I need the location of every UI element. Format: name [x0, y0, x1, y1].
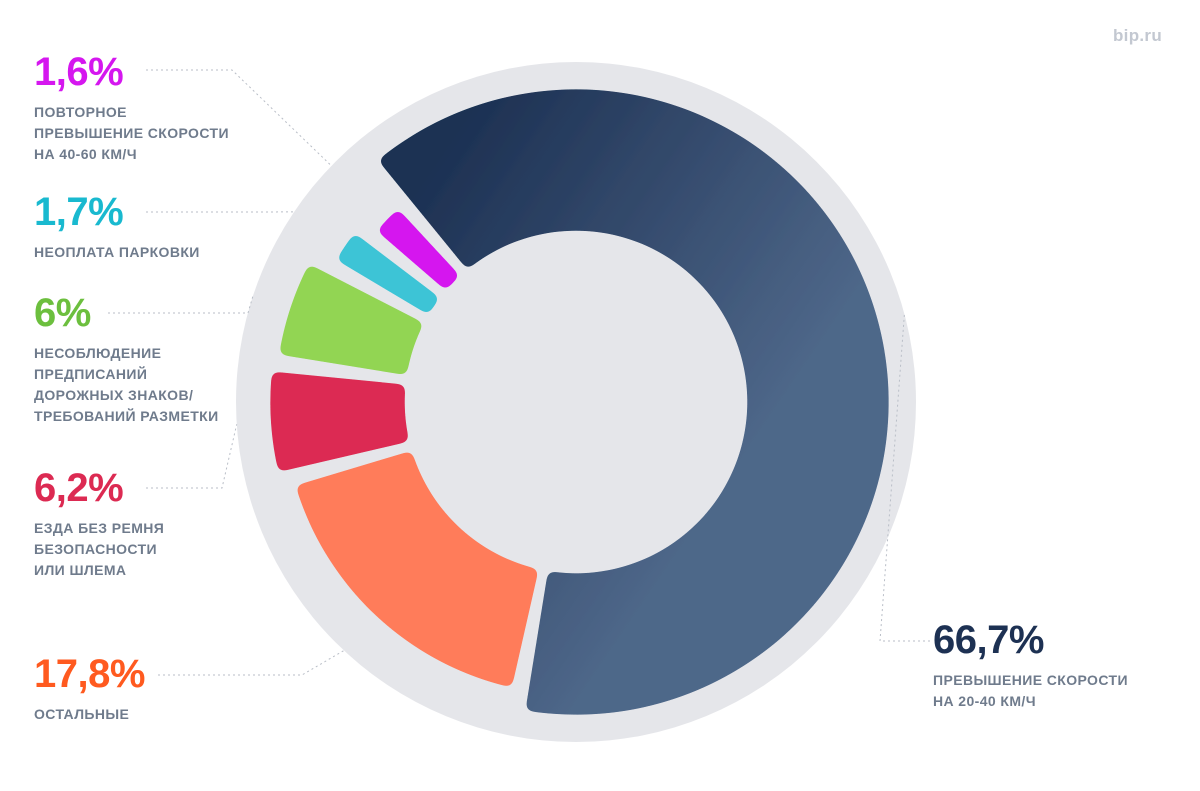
- donut-slices: [271, 90, 888, 715]
- leader-line-signs: [108, 295, 254, 314]
- slice-signs: [279, 264, 424, 375]
- leader-line-belt: [146, 424, 238, 489]
- label-parking-percent: 1,7%: [34, 190, 124, 234]
- label-road-signs: 6% НЕСОБЛЮДЕНИЕ ПРЕДПИСАНИЙ ДОРОЖНЫХ ЗНА…: [34, 293, 219, 427]
- label-seatbelt-percent: 6,2%: [34, 466, 124, 510]
- label-other: 17,8% ОСТАЛЬНЫЕ: [34, 654, 145, 725]
- label-repeat-speeding-percent: 1,6%: [34, 50, 124, 94]
- label-speeding-20-40-desc: ПРЕВЫШЕНИЕ СКОРОСТИ НА 20-40 КМ/Ч: [933, 672, 1128, 709]
- label-parking-desc: НЕОПЛАТА ПАРКОВКИ: [34, 244, 200, 260]
- leader-line-speed4060: [146, 69, 332, 167]
- leader-line-other: [158, 650, 345, 676]
- label-speeding-20-40: 66,7% ПРЕВЫШЕНИЕ СКОРОСТИ НА 20-40 КМ/Ч: [933, 620, 1128, 712]
- label-speeding-20-40-percent: 66,7%: [933, 618, 1044, 662]
- label-other-desc: ОСТАЛЬНЫЕ: [34, 706, 130, 722]
- slice-speed2040: [378, 90, 888, 715]
- label-repeat-speeding-desc: ПОВТОРНОЕ ПРЕВЫШЕНИЕ СКОРОСТИ НА 40-60 К…: [34, 104, 229, 162]
- slice-parking: [337, 233, 439, 314]
- slice-other: [296, 451, 538, 687]
- label-road-signs-desc: НЕСОБЛЮДЕНИЕ ПРЕДПИСАНИЙ ДОРОЖНЫХ ЗНАКОВ…: [34, 345, 219, 424]
- label-parking: 1,7% НЕОПЛАТА ПАРКОВКИ: [34, 192, 200, 263]
- label-seatbelt: 6,2% ЕЗДА БЕЗ РЕМНЯ БЕЗОПАСНОСТИ ИЛИ ШЛЕ…: [34, 468, 164, 581]
- label-other-percent: 17,8%: [34, 652, 145, 696]
- slice-speed4060: [377, 209, 460, 290]
- leader-lines: [108, 69, 930, 676]
- brand-logo: bip.ru: [1112, 26, 1162, 45]
- label-repeat-speeding: 1,6% ПОВТОРНОЕ ПРЕВЫШЕНИЕ СКОРОСТИ НА 40…: [34, 52, 229, 165]
- label-road-signs-percent: 6%: [34, 291, 91, 335]
- label-seatbelt-desc: ЕЗДА БЕЗ РЕМНЯ БЕЗОПАСНОСТИ ИЛИ ШЛЕМА: [34, 520, 165, 578]
- slice-belt: [271, 372, 409, 472]
- leader-line-speed2040: [879, 313, 930, 642]
